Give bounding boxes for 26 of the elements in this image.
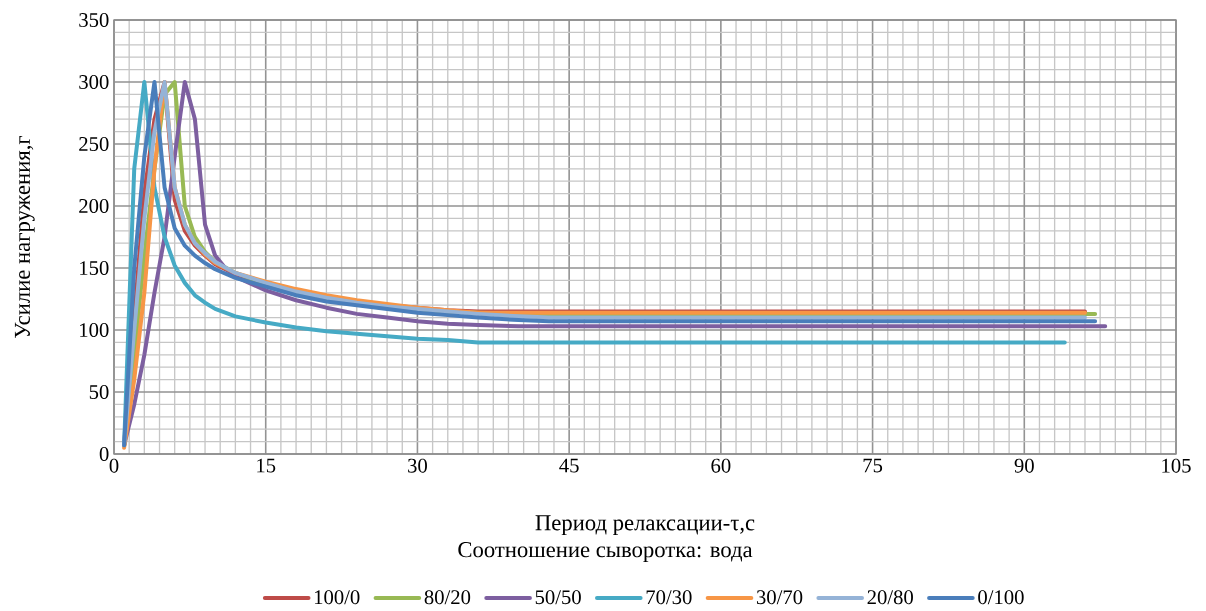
x-tick-label: 30 <box>408 458 427 473</box>
legend-label: 50/50 <box>535 590 581 605</box>
y-tick-label: 0 <box>99 447 109 461</box>
x-tick-label: 0 <box>109 458 119 473</box>
x-tick-label: 105 <box>1162 458 1191 473</box>
legend-label: 20/80 <box>867 590 913 605</box>
legend-label: 30/70 <box>756 590 803 605</box>
x-tick-label: 15 <box>257 458 276 473</box>
y-axis-title: Усилие нагружения,г <box>14 135 35 338</box>
x-tick-label: 60 <box>711 458 731 473</box>
x-tick-label: 90 <box>1014 458 1034 473</box>
y-tick-label: 200 <box>79 199 109 213</box>
y-tick-label: 350 <box>79 13 109 27</box>
legend-label: 100/0 <box>314 590 360 605</box>
x-axis-title: Период релаксации-τ,с <box>535 515 755 536</box>
legend-label: 70/30 <box>646 590 692 605</box>
y-tick-label: 50 <box>89 385 109 399</box>
y-tick-label: 300 <box>79 75 109 89</box>
legend-title: Соотношение сыворотка: вода <box>458 542 753 562</box>
y-tick-label: 100 <box>80 323 109 337</box>
legend-label: 0/100 <box>978 590 1024 605</box>
x-tick-label: 75 <box>863 458 883 473</box>
legend-label: 80/20 <box>424 590 471 605</box>
y-tick-label: 150 <box>80 261 109 275</box>
x-tick-label: 45 <box>559 458 579 473</box>
y-tick-label: 250 <box>79 137 109 151</box>
